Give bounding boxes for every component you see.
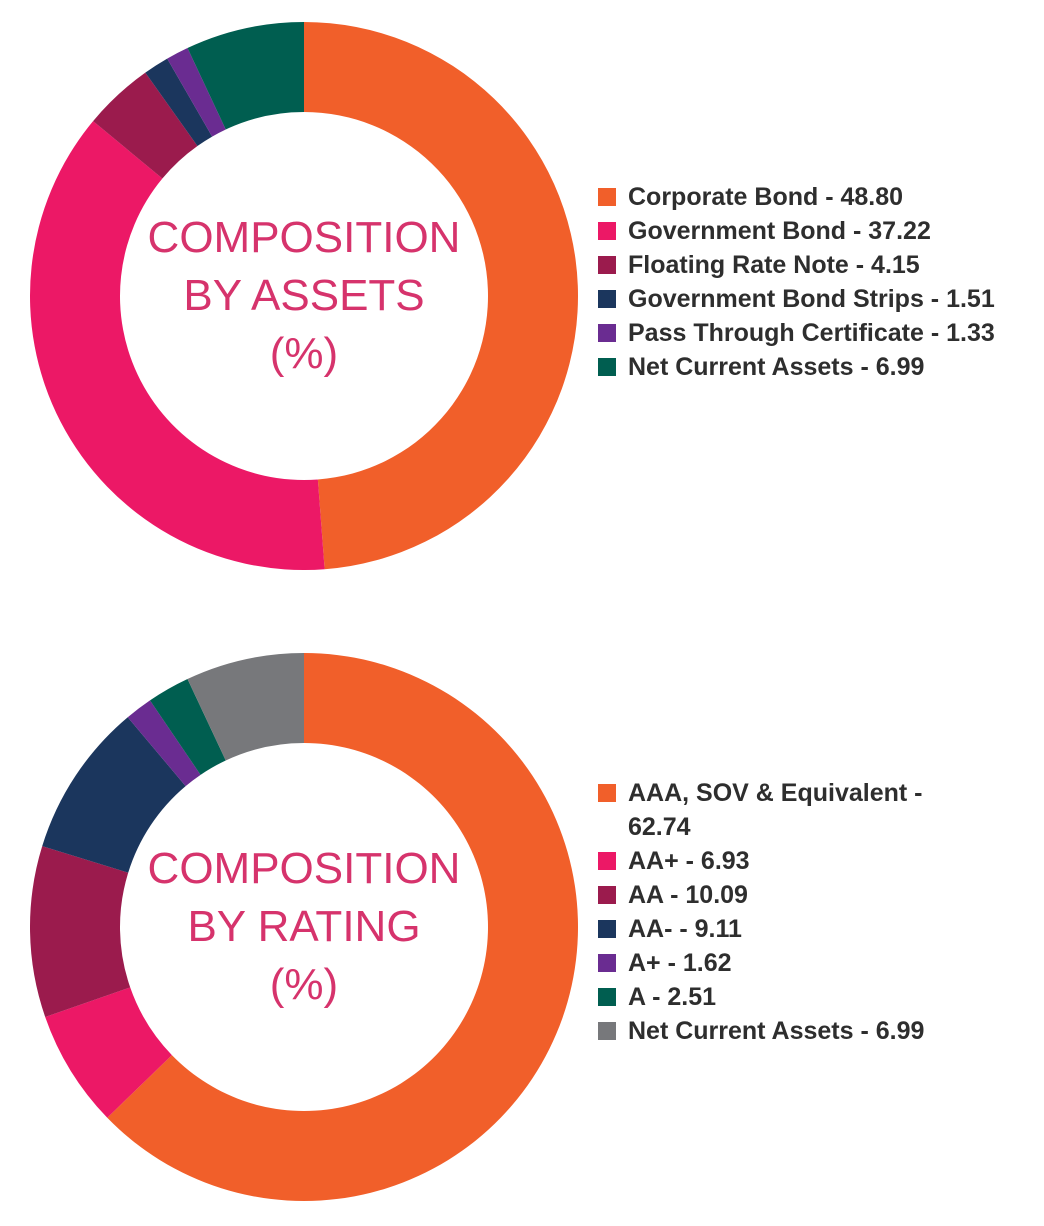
rating-legend-label-4: A+ - 1.62: [628, 949, 732, 977]
rating-legend-item-3: AA- - 9.11: [598, 912, 958, 946]
assets-legend-item-5: Net Current Assets - 6.99: [598, 350, 995, 384]
rating-legend-label-1: AA+ - 6.93: [628, 847, 750, 875]
assets-legend: Corporate Bond - 48.80 Government Bond - …: [598, 180, 995, 384]
rating-legend-label-3: AA- - 9.11: [628, 915, 742, 943]
assets-slice-4: [167, 48, 226, 137]
assets-legend-item-2: Floating Rate Note - 4.15: [598, 248, 995, 282]
rating-legend-swatch-4: [598, 954, 616, 972]
assets-legend-item-4: Pass Through Certificate - 1.33: [598, 316, 995, 350]
assets-legend-item-1: Government Bond - 37.22: [598, 214, 995, 248]
rating-legend-label-6: Net Current Assets - 6.99: [628, 1017, 925, 1045]
assets-slice-1: [29, 121, 325, 571]
assets-legend-swatch-3: [598, 290, 616, 308]
rating-slice-2: [29, 846, 131, 1017]
rating-legend-label-5: A - 2.51: [628, 983, 717, 1011]
assets-legend-label-0: Corporate Bond - 48.80: [628, 183, 904, 211]
assets-legend-label-3: Government Bond Strips - 1.51: [628, 285, 995, 313]
assets-legend-item-0: Corporate Bond - 48.80: [598, 180, 995, 214]
assets-legend-label-5: Net Current Assets - 6.99: [628, 353, 925, 381]
assets-legend-swatch-1: [598, 222, 616, 240]
assets-legend-label-1: Government Bond - 37.22: [628, 217, 931, 245]
rating-legend-item-4: A+ - 1.62: [598, 946, 958, 980]
assets-donut-chart: COMPOSITION BY ASSETS (%): [29, 22, 579, 571]
rating-legend-label-0: AAA, SOV & Equivalent - 62.74: [628, 779, 923, 841]
rating-slice-0: [107, 653, 579, 1201]
rating-slice-3: [42, 717, 186, 873]
assets-legend-label-2: Floating Rate Note - 4.15: [628, 251, 920, 279]
rating-legend-item-0: AAA, SOV & Equivalent - 62.74: [598, 776, 958, 844]
assets-legend-swatch-2: [598, 256, 616, 274]
rating-legend-swatch-1: [598, 852, 616, 870]
rating-donut-chart: COMPOSITION BY RATING (%): [29, 653, 579, 1201]
assets-slice-0: [304, 22, 579, 570]
rating-donut-svg: [29, 653, 579, 1201]
rating-slice-4: [127, 700, 201, 787]
rating-legend-swatch-0: [598, 784, 616, 802]
assets-legend-swatch-5: [598, 358, 616, 376]
assets-slice-5: [187, 22, 304, 130]
rating-legend-item-1: AA+ - 6.93: [598, 844, 958, 878]
rating-legend-item-5: A - 2.51: [598, 980, 958, 1014]
assets-slice-2: [93, 72, 198, 179]
rating-legend: AAA, SOV & Equivalent - 62.74 AA+ - 6.93 A…: [598, 776, 958, 1048]
rating-legend-swatch-3: [598, 920, 616, 938]
assets-legend-label-4: Pass Through Certificate - 1.33: [628, 319, 995, 347]
assets-legend-swatch-4: [598, 324, 616, 342]
rating-slice-1: [45, 987, 172, 1118]
rating-legend-item-6: Net Current Assets - 6.99: [598, 1014, 958, 1048]
rating-legend-swatch-5: [598, 988, 616, 1006]
rating-legend-label-2: AA - 10.09: [628, 881, 748, 909]
rating-slice-6: [187, 653, 304, 761]
assets-slice-3: [145, 58, 213, 146]
assets-legend-item-3: Government Bond Strips - 1.51: [598, 282, 995, 316]
assets-donut-svg: [29, 22, 579, 571]
rating-slice-5: [149, 679, 226, 775]
rating-legend-swatch-6: [598, 1022, 616, 1040]
assets-legend-swatch-0: [598, 188, 616, 206]
rating-legend-swatch-2: [598, 886, 616, 904]
rating-legend-item-2: AA - 10.09: [598, 878, 958, 912]
